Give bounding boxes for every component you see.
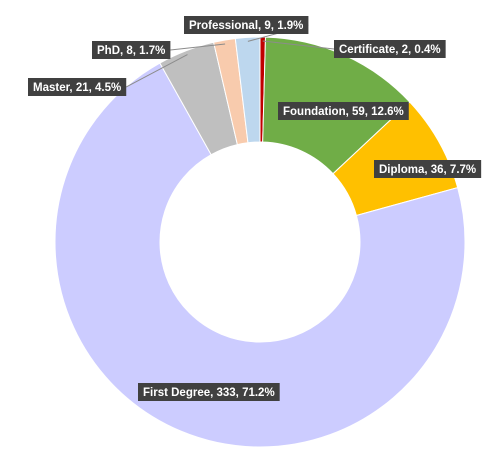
data-label-professional: Professional, 9, 1.9% [184, 16, 309, 34]
data-label-box [28, 78, 127, 96]
data-label-text: First Degree, 333, 71.2% [143, 387, 275, 399]
data-label-text: PhD, 8, 1.7% [97, 45, 165, 57]
data-label-text: Master, 21, 4.5% [33, 82, 121, 94]
leader-line [126, 54, 188, 88]
data-label-foundation: Foundation, 59, 12.6% [278, 102, 409, 120]
data-label-box [92, 41, 171, 59]
data-label-phd: PhD, 8, 1.7% [92, 41, 171, 59]
leader-line [262, 40, 335, 50]
data-labels-group: Certificate, 2, 0.4% Foundation, 59, 12.6… [28, 16, 482, 401]
leader-line [170, 43, 226, 51]
slice-first-degree [54, 62, 466, 448]
slices-group [54, 36, 466, 448]
data-label-text: Certificate, 2, 0.4% [339, 44, 441, 56]
data-label-text: Professional, 9, 1.9% [189, 20, 303, 32]
data-label-first-degree: First Degree, 333, 71.2% [138, 383, 280, 401]
data-label-master: Master, 21, 4.5% [28, 78, 127, 96]
data-label-text: Foundation, 59, 12.6% [283, 106, 404, 118]
data-label-certificate: Certificate, 2, 0.4% [334, 40, 446, 58]
data-label-box [184, 16, 309, 34]
data-label-box [138, 383, 280, 401]
data-label-box [374, 160, 482, 178]
data-label-diploma: Diploma, 36, 7.7% [374, 160, 482, 178]
data-label-text: Diploma, 36, 7.7% [379, 164, 476, 176]
data-label-box [334, 40, 446, 58]
data-label-box [278, 102, 409, 120]
slice-professional [234, 36, 261, 144]
